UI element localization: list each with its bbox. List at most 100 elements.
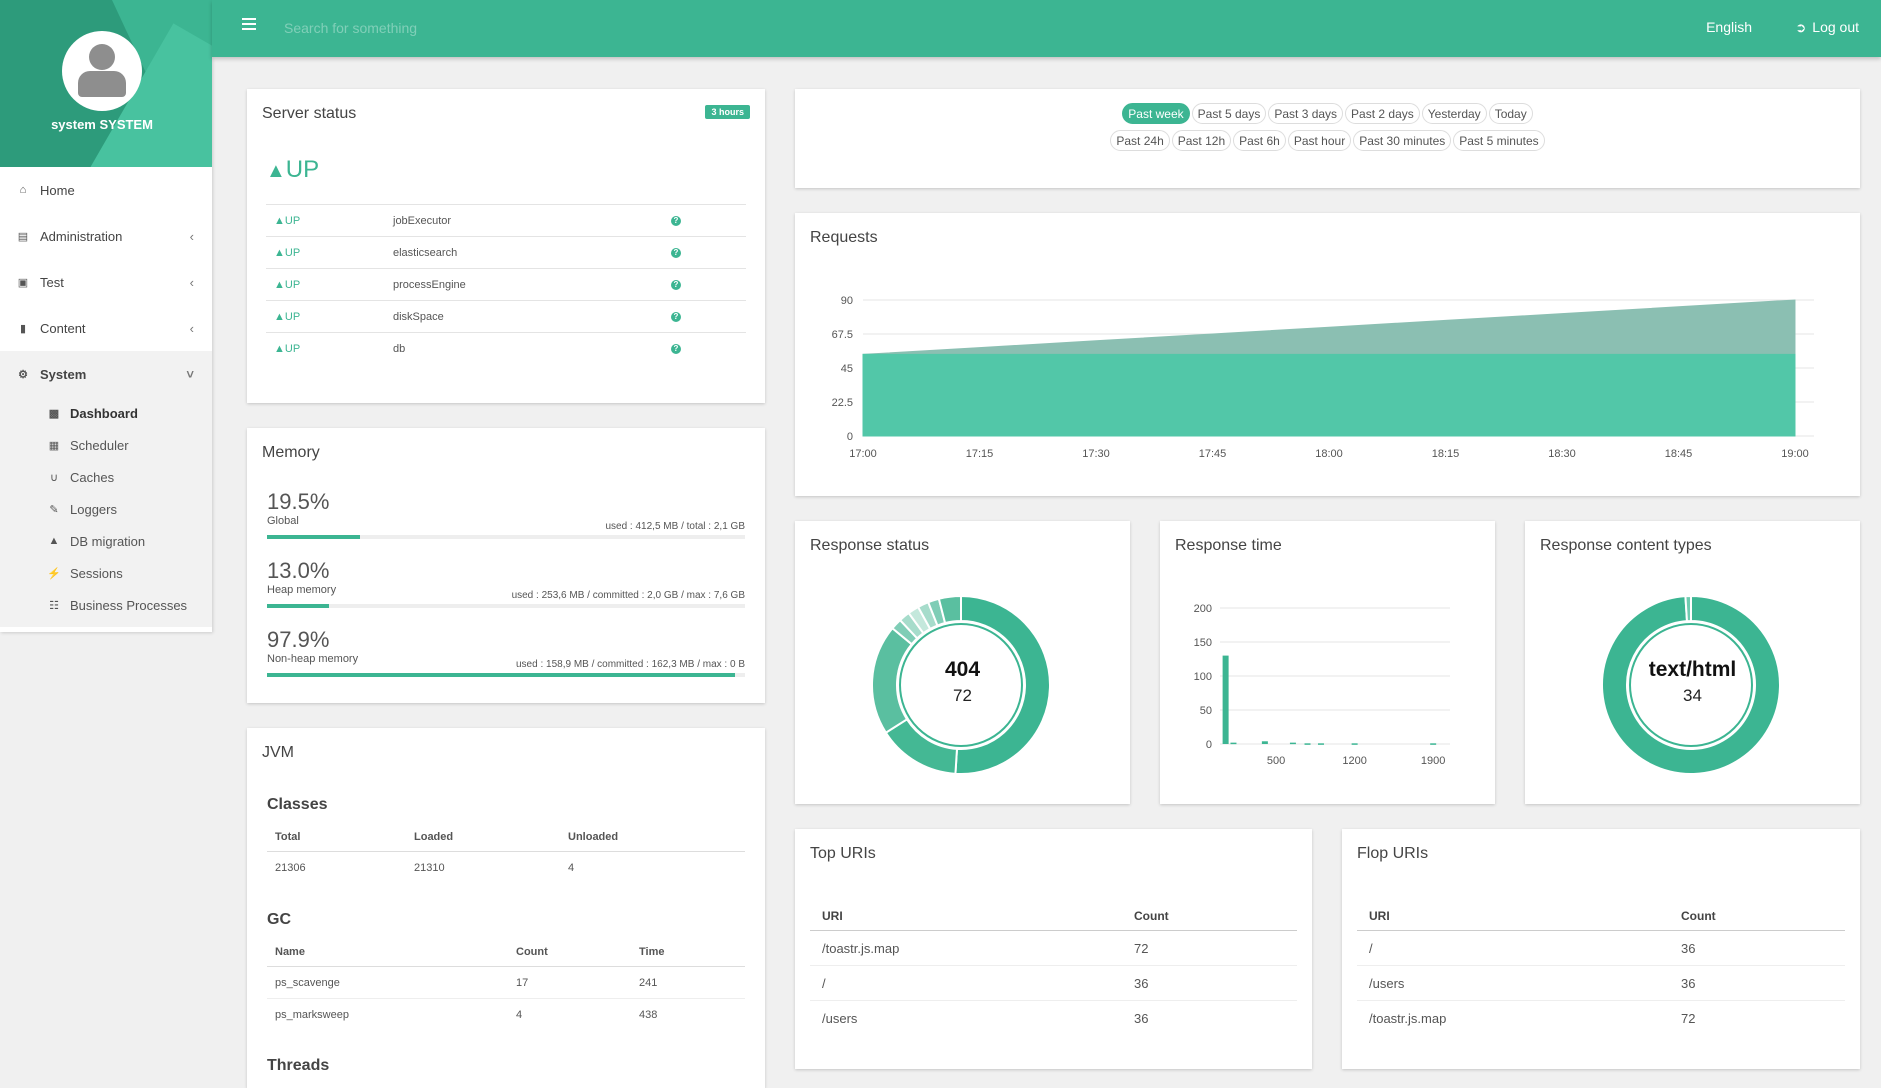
histogram-bar [1317,743,1324,745]
submenu-item-scheduler[interactable]: ▦ Scheduler [0,429,212,461]
submenu-item-business-processes[interactable]: ☷ Business Processes [0,589,212,621]
calendar-icon: ▦ [48,439,60,452]
period-today[interactable]: Today [1488,103,1533,124]
up-arrow-icon: ▲ [274,310,285,323]
period-past-2-days[interactable]: Past 2 days [1345,103,1420,124]
x-tick-label: 1900 [1421,755,1445,767]
sidebar-item-test[interactable]: ▣ Test ‹ [0,259,212,305]
jvm-card: JVM Classes Total Loaded Unloaded 21306 213… [247,728,765,1088]
gc-heading: GC [267,911,291,928]
list-icon: ▤ [17,230,29,243]
sidebar-item-label: Test [40,274,64,290]
memory-percent: 97.9% [267,627,330,652]
donut-center-value: 72 [953,686,972,705]
histogram-bar [1289,742,1296,745]
period-past-3-days[interactable]: Past 3 days [1268,103,1344,124]
submenu-item-db-migration[interactable]: ▲ DB migration [0,525,212,557]
home-icon: ⌂ [19,184,27,196]
y-tick-label: 100 [1194,671,1212,683]
up-arrow-icon: ▲ [274,278,285,291]
table-row: /36 [1357,931,1845,966]
submenu-item-dashboard[interactable]: ▩ Dashboard [0,397,212,429]
server-status-card: Server status 3 hours ▲UP ▲UP jobExecutor… [247,89,765,403]
donut-slice [954,594,1051,775]
y-tick-label: 150 [1194,637,1212,649]
table-row: ▲UP elasticsearch? [266,236,746,268]
x-tick-label: 18:15 [1432,448,1460,460]
submenu-item-caches[interactable]: ∪ Caches [0,461,212,493]
sidebar-item-system[interactable]: ⚙ System ˅ [0,351,212,397]
up-arrow-icon: ▲ [274,214,285,227]
overall-status: ▲UP [266,156,320,183]
histogram-bar [1222,655,1229,744]
period-past-5-minutes[interactable]: Past 5 minutes [1453,130,1545,151]
submenu-item-sessions[interactable]: ⚡ Sessions [0,557,212,589]
sidebar-item-content[interactable]: ▮ Content ‹ [0,305,212,351]
donut-center-label: text/html [1648,658,1737,681]
question-icon[interactable]: ? [671,215,681,226]
question-icon[interactable]: ? [671,279,681,290]
histogram-bar [1430,743,1437,745]
top-uris-table: URI Count /toastr.js.map 72 /36 /users 36 [810,895,1297,1036]
period-past-30-minutes[interactable]: Past 30 minutes [1353,130,1452,151]
chevron-left-icon: ‹ [189,320,194,336]
y-tick-label: 22.5 [832,397,853,409]
system-submenu: ▩ Dashboard ▦ Scheduler ∪ Caches ✎ Loggers ▲… [0,397,212,627]
menu-toggle-icon[interactable] [242,18,256,30]
memory-used: used : 253,6 MB / committed : 2,0 GB / m… [511,590,745,601]
table-row: ▲UP processEngine? [266,268,746,300]
sidebar-item-home[interactable]: ⌂ Home [0,167,212,213]
donut-center-label: 404 [944,658,981,681]
user-icon [89,44,115,70]
period-past-24h[interactable]: Past 24h [1110,130,1170,151]
question-icon[interactable]: ? [671,247,681,258]
histogram-bar [1351,743,1358,745]
up-arrow-icon: ▲ [274,246,285,259]
sidebar: system SYSTEM ⌂ Home ▤ Administration ‹ ▣ Te… [0,0,212,632]
period-row-1: Past week Past 5 days Past 3 days Past 2 da… [795,103,1860,124]
donut-slice [937,594,962,625]
donut-inner-ring [1629,623,1753,747]
period-past-week[interactable]: Past week [1122,103,1190,124]
donut-slice [884,717,959,775]
memory-heap: 13.0% Heap memory used : 253,6 MB / comm… [267,558,745,608]
series-area [862,353,1796,437]
period-past-12h[interactable]: Past 12h [1171,130,1232,151]
y-tick-label: 0 [847,431,853,443]
submenu-item-loggers[interactable]: ✎ Loggers [0,493,212,525]
memory-label: Non-heap memory [267,653,359,665]
period-past-6h[interactable]: Past 6h [1233,130,1286,151]
period-past-5-days[interactable]: Past 5 days [1191,103,1267,124]
sidebar-item-administration[interactable]: ▤ Administration ‹ [0,213,212,259]
magnet-icon: ∪ [49,471,59,484]
up-arrow-icon: ▲ [274,342,285,355]
submenu-item-label: Dashboard [70,405,138,421]
component-name: diskSpace [393,310,444,323]
user-name: system SYSTEM [51,117,153,132]
table-row: ▲UP db? [266,332,746,364]
x-tick-label: 19:00 [1781,448,1809,460]
requests-card: Requests 0 22.5 45 67.5 90 17:00 17:15 17:30 17:… [795,213,1860,496]
flop-uris-card: Flop URIs URI Count /36 /users 36 /toastr.… [1342,829,1860,1069]
card-title: Response status [810,537,930,554]
language-selector[interactable]: English [1706,19,1752,35]
memory-used: used : 412,5 MB / total : 2,1 GB [605,521,745,532]
submenu-item-label: Scheduler [70,437,129,453]
sidebar-item-label: Content [40,320,86,336]
logout-label: Log out [1812,19,1859,35]
period-yesterday[interactable]: Yesterday [1421,103,1487,124]
classes-heading: Classes [267,796,328,813]
chevron-left-icon: ‹ [189,228,194,244]
search-input[interactable] [284,15,684,41]
question-icon[interactable]: ? [671,311,681,322]
period-past-hour[interactable]: Past hour [1287,130,1352,151]
response-status-card: Response status 404 72 [795,521,1130,804]
sidebar-item-label: Home [40,182,75,198]
question-icon[interactable]: ? [671,343,681,354]
table-row: /users 36 [1357,966,1845,1001]
avatar[interactable] [62,31,142,111]
y-tick-label: 45 [841,363,853,375]
logout-button[interactable]: ➲ Log out [1795,19,1859,36]
submenu-item-label: Caches [70,469,115,485]
table-row: /toastr.js.map 72 [810,931,1297,966]
